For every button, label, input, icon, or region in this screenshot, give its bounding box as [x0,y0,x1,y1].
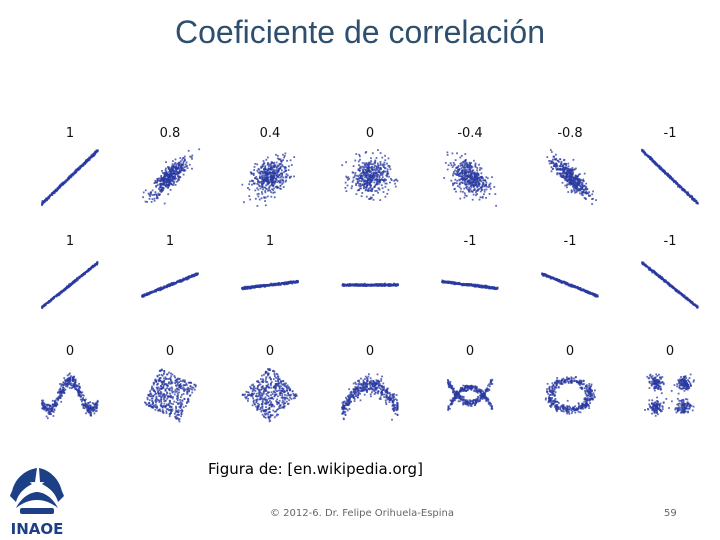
inaoe-logo: INAOE [10,468,64,538]
scatter-panel-r1-c1: 1 [41,126,99,207]
scatter-panel-r2-c3: 1 [241,234,299,291]
correlation-label: 0 [66,344,74,359]
scatter-panel-r1-c3: 0.4 [241,126,296,207]
correlation-label: 0 [466,344,474,359]
correlation-label: -1 [564,234,577,249]
correlation-label: 0 [366,344,374,359]
scatter-panel-r1-c4: 0 [341,126,399,201]
scatter-panel-r2-c1: 1 [41,234,99,309]
logo-text: INAOE [11,520,64,538]
page-number: 59 [664,508,677,519]
scatter-panel-r3-c2: 0 [144,344,197,423]
scatter-panel-r1-c5: -0.4 [443,126,497,207]
scatter-panel-r2-c7: -1 [641,234,699,309]
correlation-label: 1 [66,234,74,249]
scatter-panel-r2-c6: -1 [541,234,599,298]
correlation-label: 0.8 [160,126,181,141]
scatter-panel-r3-c5: 0 [446,344,494,411]
scatter-panel-r1-c7: -1 [641,126,699,205]
figure-caption: Figura de: [en.wikipedia.org] [208,460,423,478]
scatter-panel-r3-c6: 0 [544,344,596,415]
correlation-label: -1 [664,126,677,141]
correlation-label: 0.4 [260,126,281,141]
correlation-label: 0 [166,344,174,359]
correlation-label: -0.8 [557,126,582,141]
correlation-label: 1 [66,126,74,141]
scatter-panel-r2-c4 [341,282,399,287]
correlation-label: 0 [366,126,374,141]
correlation-label: -0.4 [457,126,482,141]
scatter-panel-r3-c1: 0 [41,344,99,420]
scatter-panel-r3-c7: 0 [644,344,695,417]
scatter-panel-r3-c4: 0 [341,344,399,421]
correlation-label: 0 [566,344,574,359]
scatter-panel-r1-c6: -0.8 [546,126,597,205]
slide-title: Coeficiente de correlación [175,14,545,50]
scatter-panel-r1-c2: 0.8 [142,126,201,205]
correlation-label: 1 [266,234,274,249]
correlation-label: 1 [166,234,174,249]
scatter-panel-r2-c5: -1 [441,234,499,291]
correlation-label: -1 [464,234,477,249]
correlation-label: 0 [266,344,274,359]
correlation-label: -1 [664,234,677,249]
footer-copyright: © 2012-6. Dr. Felipe Orihuela-Espina [270,508,455,519]
scatter-panel-r2-c2: 1 [141,234,199,298]
correlation-label: 0 [666,344,674,359]
scatter-panel-r3-c3: 0 [241,344,298,423]
correlation-examples-figure: 1 0.8 0.4 0 -0.4 -0.8 -1 1 1 1 -1 -1 -1 0 0 0 0 0 0 0 [41,126,699,423]
